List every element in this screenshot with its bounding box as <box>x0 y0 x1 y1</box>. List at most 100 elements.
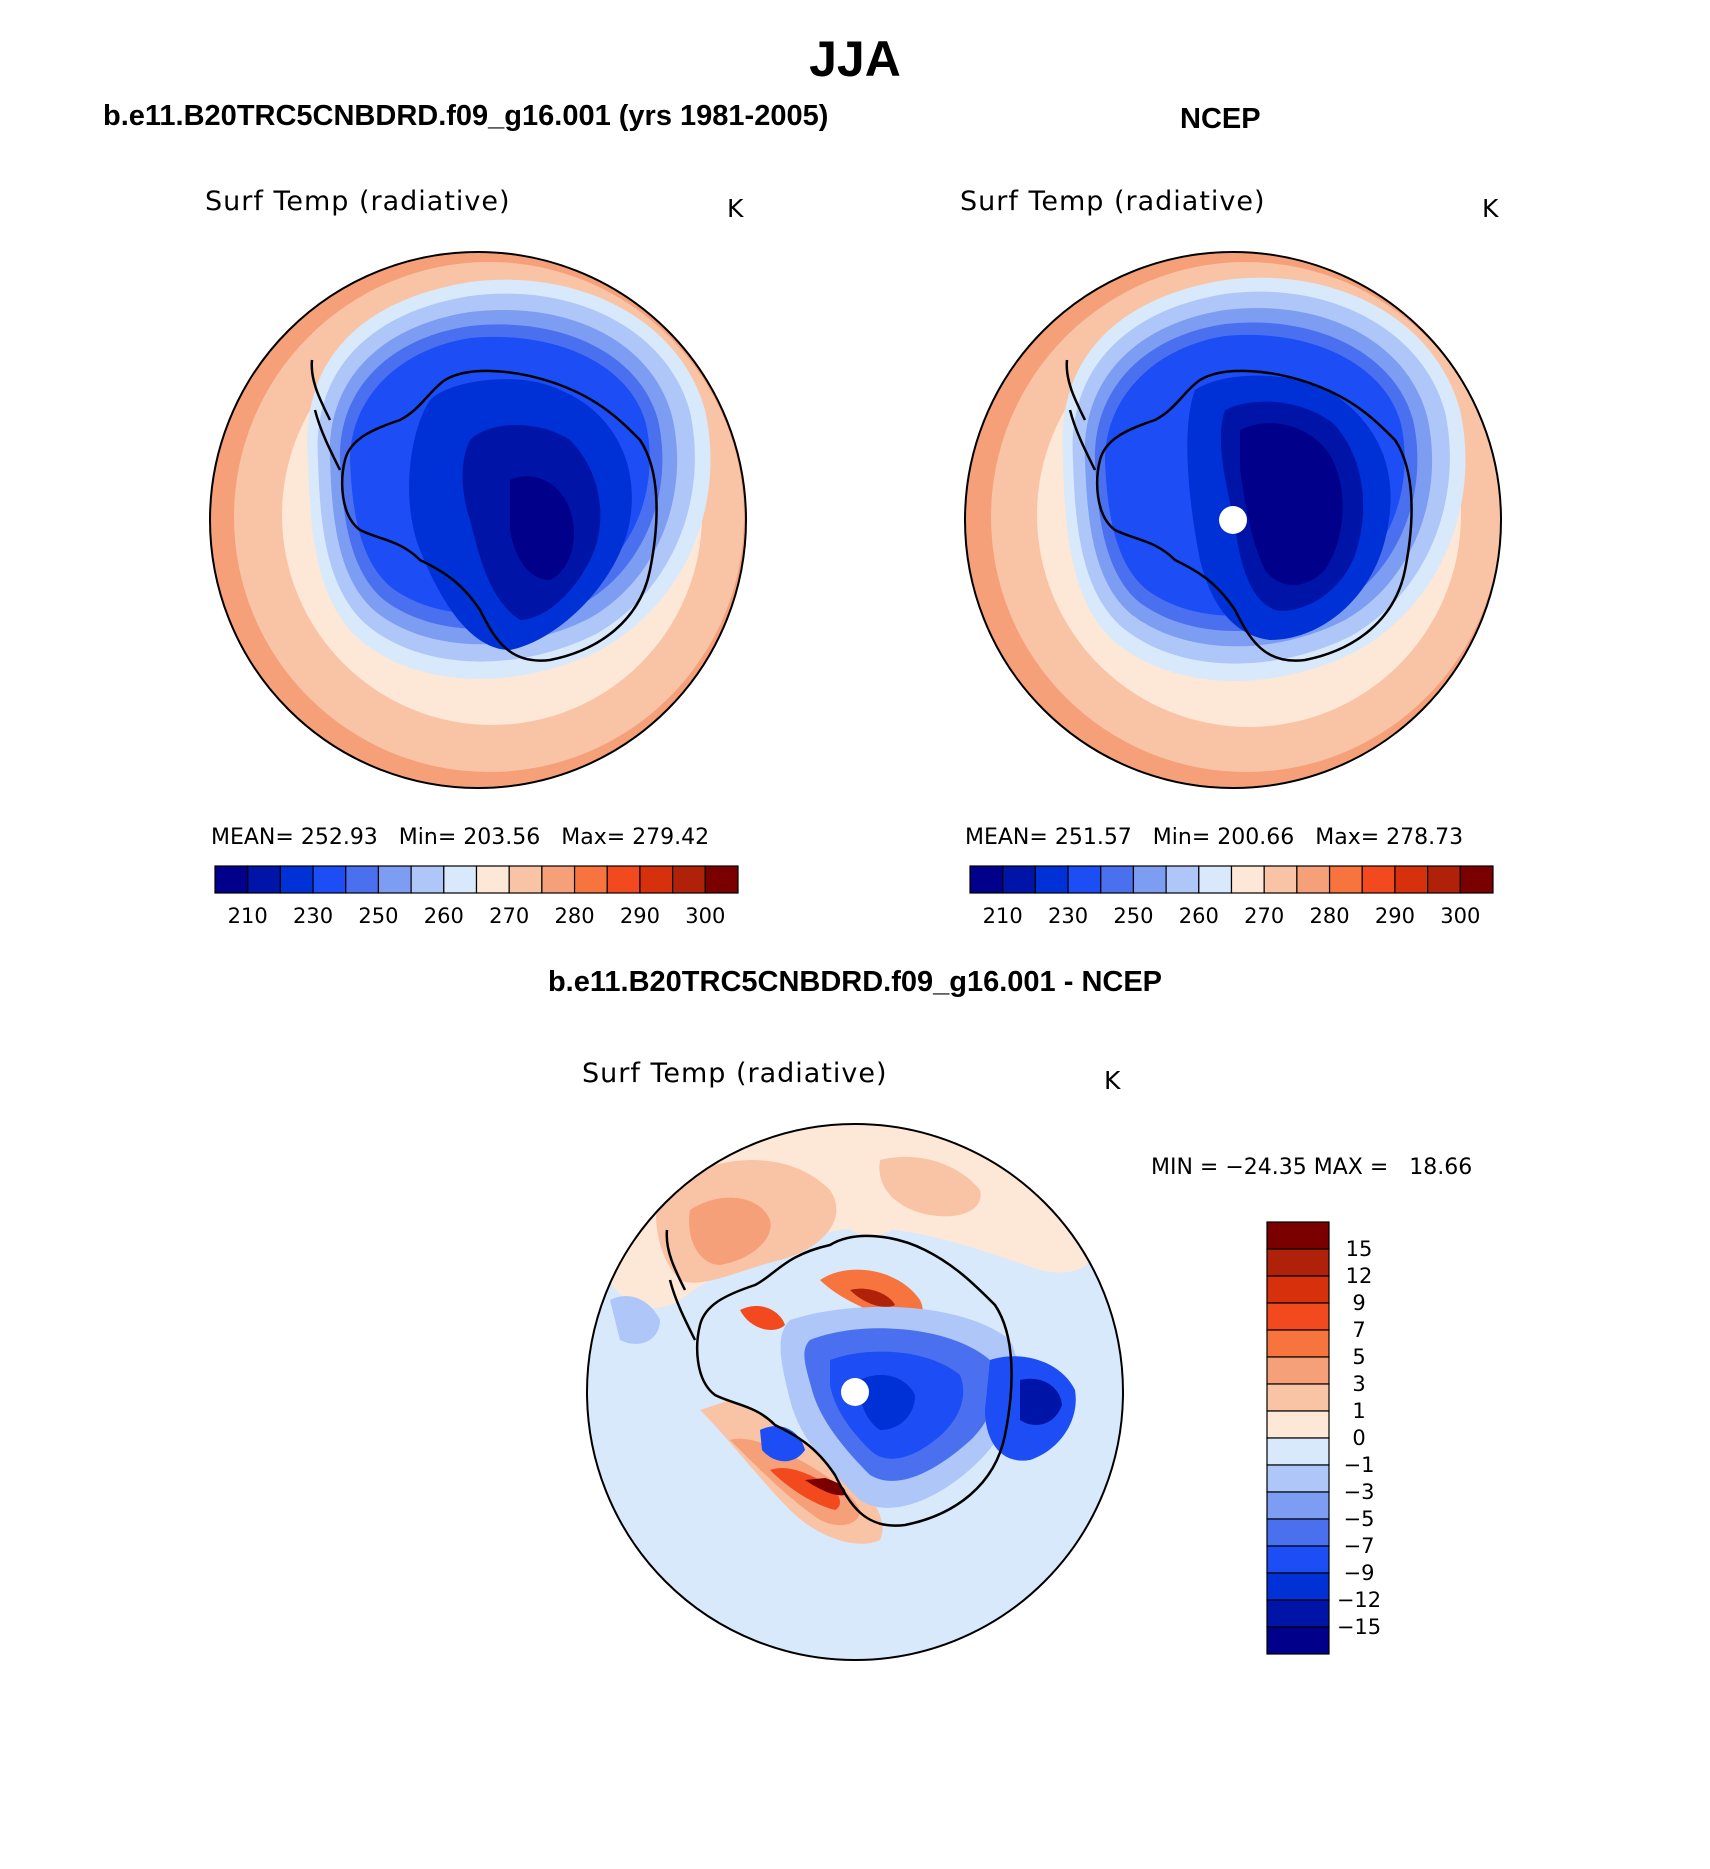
colorbar-tick-label: 280 <box>555 904 595 928</box>
colorbar-box <box>1459 865 1494 894</box>
right-colorbar: 210 230 250 260 270 280 290 300 <box>969 865 1494 928</box>
colorbar-tick-label: 290 <box>620 904 660 928</box>
colorbar-tick-label: −12 <box>1337 1588 1381 1612</box>
colorbar-box <box>1328 865 1363 894</box>
colorbar-tick-label: 210 <box>228 904 268 928</box>
diff-map-frame <box>586 1123 1124 1661</box>
right-max-label: Max= <box>1315 825 1380 850</box>
left-stats: MEAN= 252.93 Min= 203.56 Max= 279.42 <box>211 825 709 850</box>
colorbar-box <box>1266 1491 1330 1520</box>
colorbar-box <box>247 865 281 894</box>
colorbar-tick-label: 230 <box>293 904 333 928</box>
colorbar-box <box>443 865 478 894</box>
colorbar-tick-label: −7 <box>1344 1534 1375 1558</box>
colorbar-box <box>214 865 249 894</box>
colorbar-tick-label: −3 <box>1344 1480 1375 1504</box>
colorbar-tick-label: 300 <box>685 904 725 928</box>
colorbar-tick-label: 15 <box>1346 1237 1373 1261</box>
right-stats: MEAN= 251.57 Min= 200.66 Max= 278.73 <box>965 825 1463 850</box>
colorbar-box <box>1266 1275 1330 1304</box>
right-map-frame <box>964 251 1502 789</box>
colorbar-tick-label: 290 <box>1375 904 1415 928</box>
colorbar-tick-label: 250 <box>358 904 398 928</box>
diff-subtitle: Surf Temp (radiative) <box>582 1058 888 1089</box>
colorbar-tick-label: 260 <box>424 904 464 928</box>
right-subtitle: Surf Temp (radiative) <box>960 186 1266 217</box>
diff-panel-title: b.e11.B20TRC5CNBDRD.f09_g16.001 - NCEP <box>547 966 1163 998</box>
colorbar-box <box>1266 1464 1330 1493</box>
colorbar-box <box>1002 865 1036 894</box>
colorbar-box <box>704 865 739 894</box>
colorbar-box <box>1266 1356 1330 1385</box>
colorbar-tick-label: 3 <box>1352 1372 1365 1396</box>
left-map <box>210 252 746 788</box>
colorbar-tick-label: 270 <box>489 904 529 928</box>
colorbar-box <box>1361 865 1396 894</box>
colorbar-box <box>1266 1626 1330 1655</box>
colorbar-tick-label: 0 <box>1352 1426 1365 1450</box>
colorbar-box <box>312 865 347 894</box>
left-map-frame <box>209 251 747 789</box>
left-mean-label: MEAN= <box>211 825 294 850</box>
right-units: K <box>1482 194 1499 223</box>
left-max: 279.42 <box>632 825 710 850</box>
colorbar-box <box>1266 1518 1330 1547</box>
colorbar-box <box>1296 865 1331 894</box>
colorbar-tick-label: 12 <box>1346 1264 1373 1288</box>
colorbar-tick-label: −5 <box>1344 1507 1375 1531</box>
colorbar-tick-label: 1 <box>1352 1399 1365 1423</box>
colorbar-box <box>1266 1410 1330 1439</box>
left-units: K <box>727 194 744 223</box>
colorbar-tick-label: −15 <box>1337 1615 1381 1639</box>
colorbar-tick-label: −9 <box>1344 1561 1375 1585</box>
right-panel-title: NCEP <box>1180 103 1261 135</box>
colorbar-box <box>1132 865 1167 894</box>
right-min: 200.66 <box>1217 825 1295 850</box>
right-mean-label: MEAN= <box>965 825 1048 850</box>
colorbar-box <box>1165 865 1200 894</box>
colorbar-tick-label: 250 <box>1113 904 1153 928</box>
colorbar-tick-label: 300 <box>1440 904 1480 928</box>
right-min-label: Min= <box>1152 825 1211 850</box>
colorbar-tick-label: 7 <box>1352 1318 1365 1342</box>
colorbar-box <box>279 865 314 894</box>
colorbar-tick-label: 270 <box>1244 904 1284 928</box>
colorbar-box <box>1266 1572 1330 1601</box>
colorbar-box <box>377 865 412 894</box>
left-colorbar: 210 230 250 260 270 280 290 300 <box>214 865 739 928</box>
colorbar-box <box>475 865 510 894</box>
colorbar-box <box>1266 1302 1330 1331</box>
colorbar-box <box>1266 1221 1330 1250</box>
colorbar-tick-label: 260 <box>1179 904 1219 928</box>
colorbar-tick-label: 5 <box>1352 1345 1365 1369</box>
colorbar-box <box>1266 1329 1330 1358</box>
colorbar-box <box>1230 865 1265 894</box>
colorbar-box <box>1034 865 1069 894</box>
colorbar-box <box>410 865 445 894</box>
colorbar-box <box>573 865 608 894</box>
colorbar-box <box>672 865 706 894</box>
right-mean: 251.57 <box>1054 825 1132 850</box>
colorbar-tick-label: 280 <box>1310 904 1350 928</box>
colorbar-box <box>1067 865 1102 894</box>
left-subtitle: Surf Temp (radiative) <box>205 186 511 217</box>
colorbar-box <box>345 865 380 894</box>
colorbar-box <box>1266 1383 1330 1412</box>
colorbar-box <box>541 865 576 894</box>
colorbar-box <box>1266 1248 1330 1277</box>
diff-map <box>587 1124 1123 1660</box>
colorbar-box <box>508 865 543 894</box>
colorbar-box <box>1266 1599 1330 1628</box>
colorbar-box <box>1266 1545 1330 1574</box>
left-min-label: Min= <box>398 825 457 850</box>
left-max-label: Max= <box>561 825 626 850</box>
colorbar-box <box>1266 1437 1330 1466</box>
page-title: JJA <box>809 31 901 87</box>
colorbar-box <box>1394 865 1429 894</box>
left-mean: 252.93 <box>300 825 378 850</box>
left-min: 203.56 <box>463 825 541 850</box>
colorbar-tick-label: 210 <box>983 904 1023 928</box>
right-map <box>965 252 1501 788</box>
diff-minmax: MIN = −24.35 MAX = 18.66 <box>1151 1155 1473 1180</box>
